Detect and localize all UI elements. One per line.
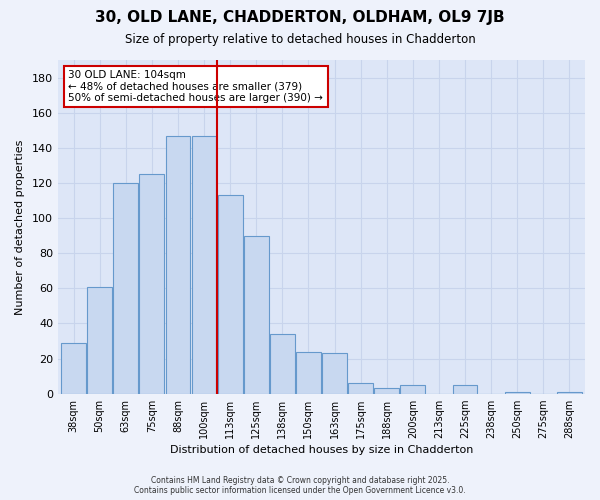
X-axis label: Distribution of detached houses by size in Chadderton: Distribution of detached houses by size … bbox=[170, 445, 473, 455]
Bar bbox=[270, 334, 295, 394]
Bar bbox=[191, 136, 217, 394]
Text: Size of property relative to detached houses in Chadderton: Size of property relative to detached ho… bbox=[125, 32, 475, 46]
Bar bbox=[452, 385, 478, 394]
Bar bbox=[348, 383, 373, 394]
Text: Contains HM Land Registry data © Crown copyright and database right 2025.
Contai: Contains HM Land Registry data © Crown c… bbox=[134, 476, 466, 495]
Bar bbox=[87, 286, 112, 394]
Bar bbox=[113, 183, 138, 394]
Bar bbox=[557, 392, 582, 394]
Bar bbox=[296, 352, 321, 394]
Bar bbox=[244, 236, 269, 394]
Bar bbox=[374, 388, 399, 394]
Bar bbox=[166, 136, 190, 394]
Text: 30 OLD LANE: 104sqm
← 48% of detached houses are smaller (379)
50% of semi-detac: 30 OLD LANE: 104sqm ← 48% of detached ho… bbox=[68, 70, 323, 103]
Bar bbox=[61, 343, 86, 394]
Text: 30, OLD LANE, CHADDERTON, OLDHAM, OL9 7JB: 30, OLD LANE, CHADDERTON, OLDHAM, OL9 7J… bbox=[95, 10, 505, 25]
Bar bbox=[218, 195, 242, 394]
Bar bbox=[139, 174, 164, 394]
Bar bbox=[322, 354, 347, 394]
Bar bbox=[505, 392, 530, 394]
Bar bbox=[400, 385, 425, 394]
Y-axis label: Number of detached properties: Number of detached properties bbox=[15, 139, 25, 314]
